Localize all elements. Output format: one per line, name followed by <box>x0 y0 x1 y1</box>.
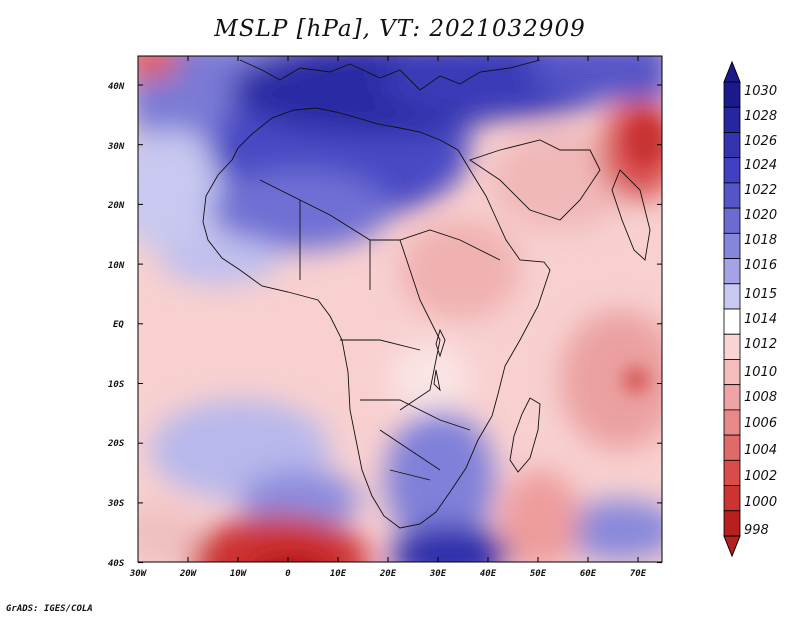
lat-label: 40N <box>108 82 125 92</box>
colorbar-swatch <box>723 232 741 259</box>
colorbar-label: 1000 <box>744 495 777 510</box>
lon-label: 50E <box>530 569 547 579</box>
colorbar-label: 1024 <box>744 158 777 173</box>
lat-label: 30N <box>107 142 125 152</box>
colorbar-swatch <box>723 308 741 335</box>
colorbar-swatch <box>723 258 741 285</box>
colorbar-label: 1010 <box>744 365 777 380</box>
colorbar-label: 1015 <box>744 287 777 302</box>
colorbar-swatch <box>723 81 741 108</box>
colorbar-label: 1020 <box>744 208 777 223</box>
lat-label: 10S <box>108 380 125 390</box>
colorbar-label: 1006 <box>744 416 777 431</box>
lon-label: 70E <box>630 569 647 579</box>
colorbar-swatch <box>723 485 741 512</box>
colorbar-label: 1008 <box>744 390 777 405</box>
colorbar-swatch <box>723 434 741 461</box>
colorbar-label: 1004 <box>744 443 777 458</box>
credit-text: GrADS: IGES/COLA <box>6 604 93 614</box>
colorbar-label: 1030 <box>744 84 777 99</box>
lat-label: 20N <box>107 201 125 211</box>
colorbar-swatch <box>723 459 741 486</box>
colorbar-label: 1022 <box>744 183 777 198</box>
lat-label: 20S <box>107 439 125 449</box>
lat-label: 10N <box>108 261 125 271</box>
lat-label: 40S <box>108 559 125 569</box>
lon-label: 40E <box>480 569 497 579</box>
colorbar-label: 1014 <box>744 312 777 327</box>
lon-label: 10E <box>330 569 347 579</box>
colorbar-swatch <box>723 409 741 436</box>
lon-label: 0 <box>285 569 291 579</box>
colorbar-swatch <box>723 157 741 184</box>
colorbar-swatch <box>723 510 741 537</box>
lon-axis: 30W 20W 10W 0 10E 20E 30E 40E 50E 60E 70… <box>129 569 647 579</box>
colorbar-bottom-arrow <box>723 535 741 558</box>
colorbar-label: 1028 <box>744 109 777 124</box>
colorbar-swatch <box>723 283 741 310</box>
colorbar-swatch <box>723 132 741 159</box>
chart-title: MSLP [hPa], VT: 2021032909 <box>214 16 586 42</box>
colorbar-swatch <box>723 106 741 133</box>
colorbar-swatch <box>723 384 741 411</box>
lat-label: 30S <box>107 499 125 509</box>
colorbar-label: 1016 <box>744 258 777 273</box>
plot-frame <box>137 55 663 563</box>
colorbar-label: 998 <box>744 523 769 538</box>
colorbar-label: 1018 <box>744 233 777 248</box>
colorbar-swatch <box>723 359 741 386</box>
colorbar-swatch <box>723 182 741 209</box>
tick-marks <box>137 56 662 564</box>
pressure-field <box>138 56 662 562</box>
colorbar-label: 1026 <box>744 134 777 149</box>
colorbar: 1030 1028 1026 1024 1022 1020 1018 1016 … <box>723 60 777 558</box>
coastlines <box>202 59 651 529</box>
lat-label: EQ <box>113 320 124 330</box>
lon-label: 30E <box>429 569 447 579</box>
colorbar-top-arrow <box>723 60 741 83</box>
colorbar-swatch <box>723 207 741 234</box>
lat-axis: 40N 30N 20N 10N EQ 10S 20S 30S 40S <box>107 82 125 569</box>
colorbar-swatch <box>723 333 741 360</box>
lon-label: 20W <box>179 569 198 579</box>
lon-label: 60E <box>580 569 597 579</box>
lon-label: 20E <box>379 569 397 579</box>
colorbar-label: 1002 <box>744 469 777 484</box>
lon-label: 30W <box>129 569 148 579</box>
lon-label: 10W <box>230 569 248 579</box>
colorbar-label: 1012 <box>744 337 777 352</box>
